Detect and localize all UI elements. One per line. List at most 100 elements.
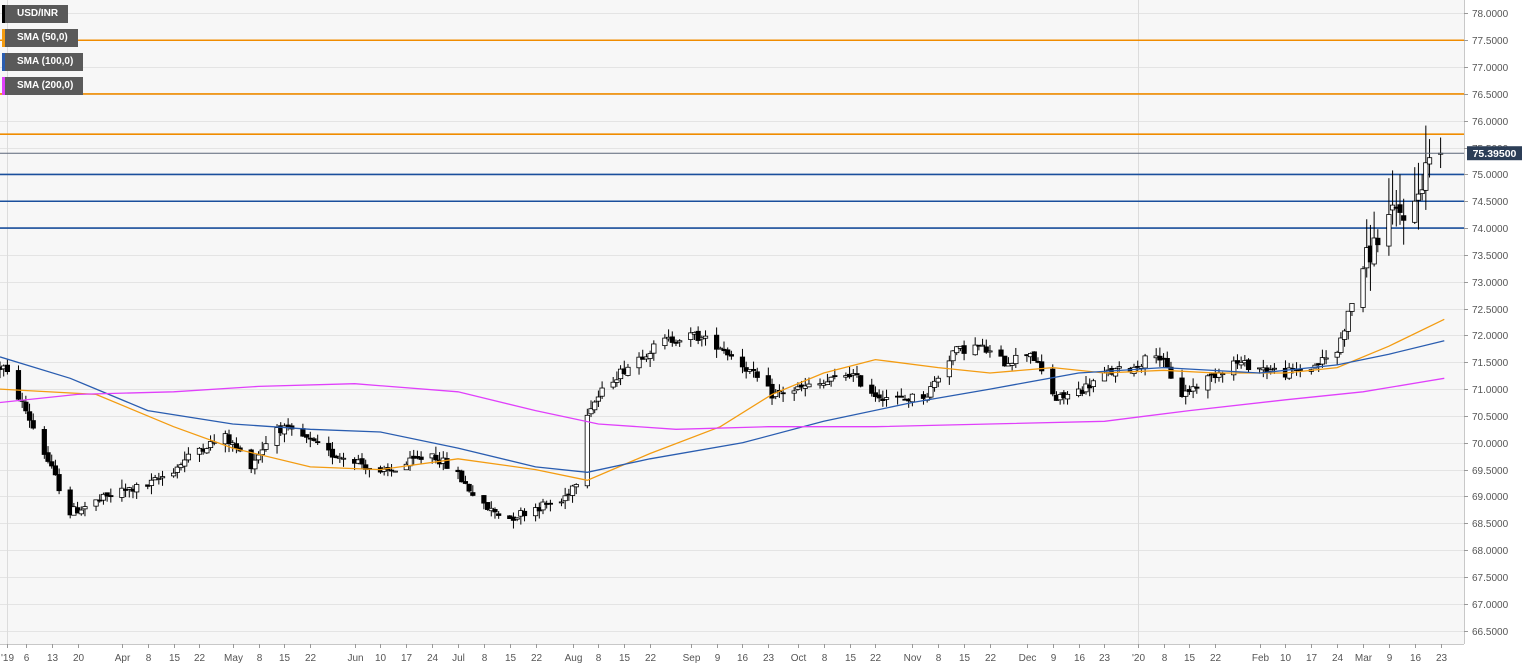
candle-body-down — [754, 371, 760, 378]
candle-body-up — [1231, 360, 1237, 376]
candle-body-up — [156, 478, 162, 480]
candle-body-up — [954, 346, 960, 354]
x-tick-label: 22 — [645, 653, 657, 664]
candle-body-up — [1415, 193, 1422, 201]
candle-body-down — [1168, 366, 1174, 379]
x-tick-label: 23 — [1099, 653, 1111, 664]
candle-body-up — [82, 506, 88, 510]
candle-body-up — [1183, 390, 1189, 397]
candle-body-up — [824, 381, 831, 385]
y-tick-label: 70.0000 — [1472, 439, 1509, 450]
x-tick-label: Nov — [904, 653, 922, 664]
legend-item-sma100[interactable]: SMA (100,0) — [2, 53, 84, 71]
x-tick-label: Dec — [1019, 653, 1037, 664]
x-tick-label: 15 — [959, 653, 971, 664]
candle-body-down — [15, 370, 22, 400]
x-tick-label: '20 — [1132, 653, 1145, 664]
y-tick-label: 66.5000 — [1472, 627, 1509, 638]
x-tick-label: Jun — [347, 653, 363, 664]
x-tick-label: 8 — [482, 653, 488, 664]
candle-body-up — [263, 443, 269, 450]
candle-body-down — [226, 434, 232, 445]
legend-item-usdinr[interactable]: USD/INR — [2, 5, 69, 23]
candle-body-down — [23, 401, 29, 412]
candle-body-down — [122, 489, 129, 491]
x-tick-label: 10 — [1280, 653, 1292, 664]
candle-body-up — [636, 356, 642, 369]
candle-body-up — [588, 408, 594, 415]
candle-body-down — [521, 510, 528, 517]
candle-body-down — [248, 449, 254, 470]
legend-item-sma50[interactable]: SMA (50,0) — [2, 29, 78, 47]
x-tick-label: 24 — [1332, 653, 1344, 664]
candlesticks — [0, 125, 1444, 529]
candle-body-up — [584, 414, 590, 487]
candle-body-up — [931, 380, 938, 388]
x-tick-label: 16 — [1074, 653, 1086, 664]
x-tick-label: 9 — [1051, 653, 1057, 664]
x-tick-label: Sep — [683, 653, 701, 664]
candle-body-up — [540, 501, 546, 511]
candle-body-down — [1050, 368, 1056, 395]
candle-body-up — [159, 476, 166, 479]
candle-body-up — [717, 347, 723, 350]
candle-body-down — [983, 346, 989, 353]
candle-body-up — [1341, 330, 1348, 340]
x-axis: '19 6 13 20 Apr 8 15 22 May 8 15 22 Jun 10 17 24 Jul 8 15 2… — [0, 644, 1464, 669]
candle-body-up — [795, 386, 801, 390]
y-tick-label: 72.0000 — [1472, 331, 1509, 342]
candle-body-up — [1116, 366, 1122, 369]
candle-body-down — [49, 461, 55, 467]
candle-body-down — [418, 456, 424, 460]
x-tick-label: 15 — [279, 653, 291, 664]
y-axis: 66.5000 67.0000 67.5000 68.0000 68.5000 69.00… — [1464, 0, 1536, 669]
candle-body-down — [673, 341, 679, 344]
candle-body-up — [662, 337, 668, 347]
x-tick-label: 8 — [936, 653, 942, 664]
candle-body-up — [791, 390, 797, 394]
candle-body-down — [329, 448, 336, 458]
candle-body-up — [1220, 373, 1226, 376]
candle-body-up — [533, 507, 539, 517]
candle-body-up — [702, 335, 709, 339]
candle-body-up — [1426, 157, 1433, 165]
legend-item-sma200[interactable]: SMA (200,0) — [2, 77, 84, 95]
candle-body-down — [1002, 355, 1008, 367]
candle-body-up — [514, 517, 520, 520]
x-tick-label: 16 — [1410, 653, 1422, 664]
candle-body-down — [470, 492, 476, 496]
candle-body-down — [466, 483, 472, 492]
candle-body-down — [739, 356, 746, 368]
x-tick-label: 15 — [845, 653, 857, 664]
x-tick-label: 15 — [619, 653, 631, 664]
candle-body-up — [204, 448, 210, 454]
y-tick-label: 71.5000 — [1472, 358, 1509, 369]
candle-body-up — [806, 383, 812, 388]
candle-body-down — [41, 429, 47, 455]
candle-body-down — [67, 489, 73, 516]
candle-body-up — [1205, 375, 1211, 391]
candle-body-down — [714, 334, 720, 350]
y-tick-label: 75.0000 — [1472, 170, 1509, 181]
candle-body-up — [595, 396, 602, 402]
candle-body-down — [769, 383, 775, 399]
candle-body-down — [858, 375, 864, 387]
candle-body-up — [1013, 354, 1019, 365]
candle-body-up — [647, 353, 653, 359]
x-tick-label: 8 — [822, 653, 828, 664]
candle-body-down — [876, 394, 882, 399]
candle-body-down — [315, 441, 321, 444]
x-tick-label: 13 — [47, 653, 59, 664]
x-tick-label: 17 — [401, 653, 413, 664]
candle-body-up — [252, 459, 258, 470]
candle-body-down — [780, 392, 786, 395]
candle-body-up — [1423, 162, 1429, 191]
x-tick-label: Feb — [1252, 653, 1270, 664]
x-tick-label: 22 — [305, 653, 317, 664]
y-tick-label: 78.0000 — [1472, 9, 1509, 20]
candle-body-down — [832, 375, 838, 377]
y-tick-label: 73.0000 — [1472, 278, 1509, 289]
x-tick-label: 16 — [737, 653, 749, 664]
candle-body-down — [56, 474, 62, 492]
candle-body-up — [126, 487, 132, 490]
